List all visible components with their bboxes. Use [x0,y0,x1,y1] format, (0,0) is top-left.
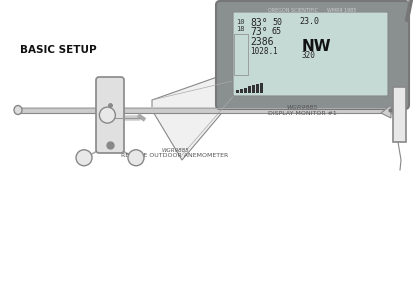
Text: 65: 65 [271,27,281,36]
Text: REMOTE OUTDOOR ANEMOMETER: REMOTE OUTDOOR ANEMOMETER [121,153,228,158]
FancyBboxPatch shape [233,12,387,96]
Text: 2386: 2386 [249,37,273,47]
FancyBboxPatch shape [216,1,408,109]
Circle shape [99,107,115,123]
Text: DISPLAY MONITOR #1: DISPLAY MONITOR #1 [267,111,335,116]
Bar [240,89,242,93]
Polygon shape [152,70,236,160]
Text: 18: 18 [235,26,244,32]
Text: OREGON SCIENTIFIC      WMR9 1985: OREGON SCIENTIFIC WMR9 1985 [267,8,355,13]
Ellipse shape [14,106,22,114]
Text: 50: 50 [271,18,281,27]
Text: NW: NW [301,39,331,54]
Text: 23.0: 23.0 [298,17,318,26]
Polygon shape [380,105,390,118]
Text: WGR9885: WGR9885 [286,105,317,110]
Circle shape [76,150,92,166]
Circle shape [128,150,144,166]
Text: 83°: 83° [249,18,267,28]
Bar [259,83,262,93]
Text: 73°: 73° [249,27,267,37]
Text: 1028.1: 1028.1 [249,47,277,56]
Text: BASIC SETUP: BASIC SETUP [20,45,96,55]
FancyBboxPatch shape [96,77,124,153]
Bar [247,86,250,93]
Text: 320: 320 [301,51,315,60]
FancyBboxPatch shape [233,34,247,75]
Bar [255,84,259,93]
Bar [252,85,254,93]
Text: 10: 10 [235,19,244,25]
Bar [243,88,247,93]
Bar [392,87,405,142]
Bar [235,90,238,93]
Text: WGR9885: WGR9885 [161,148,188,153]
